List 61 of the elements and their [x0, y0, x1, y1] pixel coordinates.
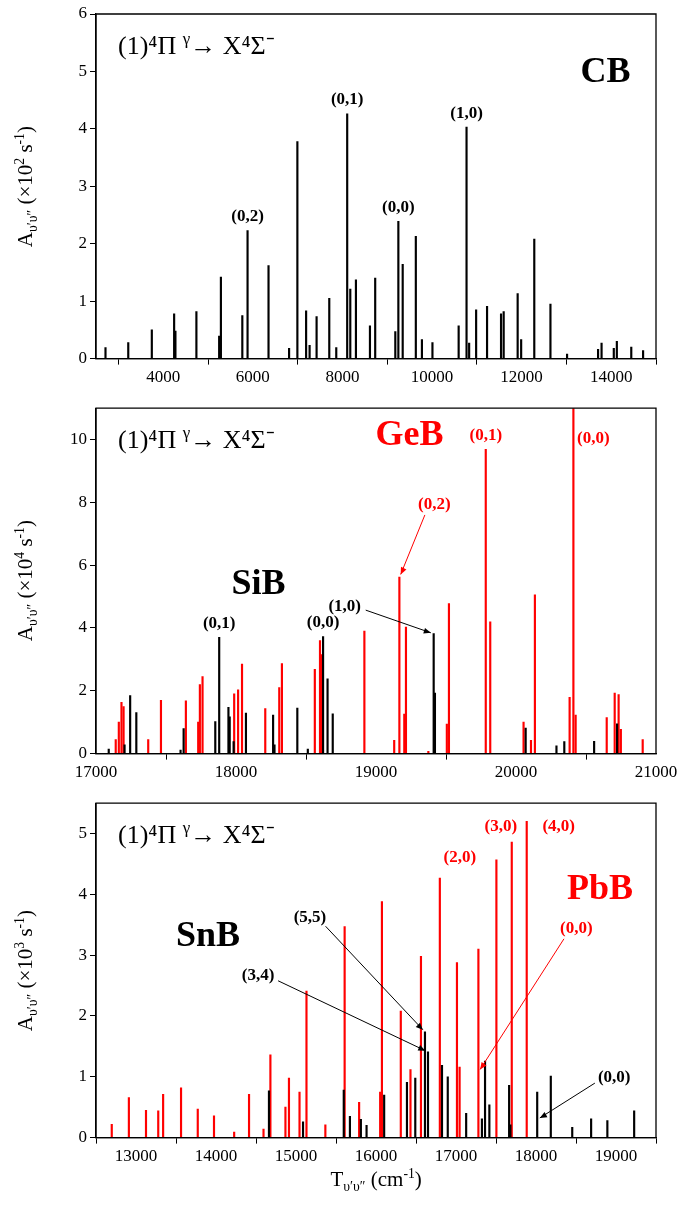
- text: SnB: [175, 914, 241, 955]
- y-tick-label: 4: [78, 617, 88, 637]
- annotation: (0,0): [560, 918, 593, 938]
- annotation: (3,4): [241, 965, 275, 985]
- x-tick-label: 15000: [274, 1146, 318, 1166]
- y-tick-label: 4: [78, 118, 88, 138]
- text: (1)⁴Π $^{γ}$→ X⁴Σ⁻: [118, 817, 275, 852]
- y-tick-label: 2: [78, 1005, 87, 1025]
- x-tick-label: 21000: [634, 762, 678, 782]
- text: (1)⁴Π $^{γ}$→ X⁴Σ⁻: [118, 422, 275, 457]
- y-tick-label: 5: [78, 60, 87, 80]
- annotation: (0,0): [577, 427, 610, 447]
- series-label: GeB: [375, 413, 444, 454]
- annotation: (0,0): [382, 196, 415, 216]
- x-tick-label: 12000: [500, 367, 543, 387]
- x-tick-label: 14000: [194, 1146, 238, 1166]
- text: (1)⁴Π $^{γ}$→ X⁴Σ⁻: [118, 28, 275, 62]
- annotation: (0,1): [469, 424, 503, 444]
- y-tick-label: 3: [78, 175, 87, 195]
- y-tick-label: 2: [78, 233, 87, 253]
- annotation: (0,1): [202, 612, 236, 632]
- annotation: (2,0): [443, 847, 477, 867]
- y-tick-label: 1: [78, 290, 87, 310]
- y-tick-label: 3: [78, 944, 87, 964]
- y-tick-label: 5: [78, 823, 87, 843]
- y-tick-label: 6: [78, 3, 87, 23]
- x-tick-label: 20000: [494, 762, 538, 782]
- annotation: (0,2): [231, 205, 264, 225]
- x-tick-label: 13000: [114, 1146, 158, 1166]
- x-tick-label: 6000: [235, 367, 270, 387]
- x-tick-label: 17000: [434, 1146, 478, 1166]
- x-tick-label: 14000: [589, 367, 633, 387]
- x-axis-title: T$_{υ′υ″}$ (cm$^{-1}$): [330, 1165, 422, 1195]
- annotation: (5,5): [293, 907, 327, 927]
- series-label: PbB: [566, 867, 634, 908]
- y-tick-label: 6: [78, 554, 87, 574]
- x-tick-label: 4000: [146, 367, 181, 387]
- x-tick-label: 8000: [325, 367, 360, 387]
- annotation: (0,2): [418, 493, 451, 513]
- y-tick-label: 10: [70, 429, 87, 449]
- y-tick-label: 2: [78, 680, 87, 700]
- text: CB: [580, 49, 631, 90]
- y-tick-label: 8: [78, 491, 87, 511]
- annotation: (4,0): [542, 815, 576, 835]
- x-tick-label: 19000: [594, 1146, 638, 1166]
- annotation: (0,1): [330, 89, 364, 109]
- annotation: (3,0): [484, 815, 518, 835]
- annotation: (1,0): [450, 102, 483, 122]
- y-tick-label: 1: [78, 1066, 87, 1086]
- y-tick-label: 0: [78, 348, 87, 368]
- x-tick-label: 18000: [514, 1146, 558, 1166]
- x-tick-label: 19000: [354, 762, 398, 782]
- annotation: (0,0): [597, 1066, 631, 1086]
- x-tick-label: 16000: [354, 1146, 398, 1166]
- y-tick-label: 0: [78, 1127, 87, 1147]
- x-tick-label: 10000: [410, 367, 454, 387]
- series-label: SiB: [231, 561, 286, 602]
- x-tick-label: 17000: [74, 762, 118, 782]
- y-tick-label: 4: [78, 883, 88, 903]
- y-tick-label: 0: [78, 743, 87, 763]
- x-tick-label: 18000: [214, 762, 258, 782]
